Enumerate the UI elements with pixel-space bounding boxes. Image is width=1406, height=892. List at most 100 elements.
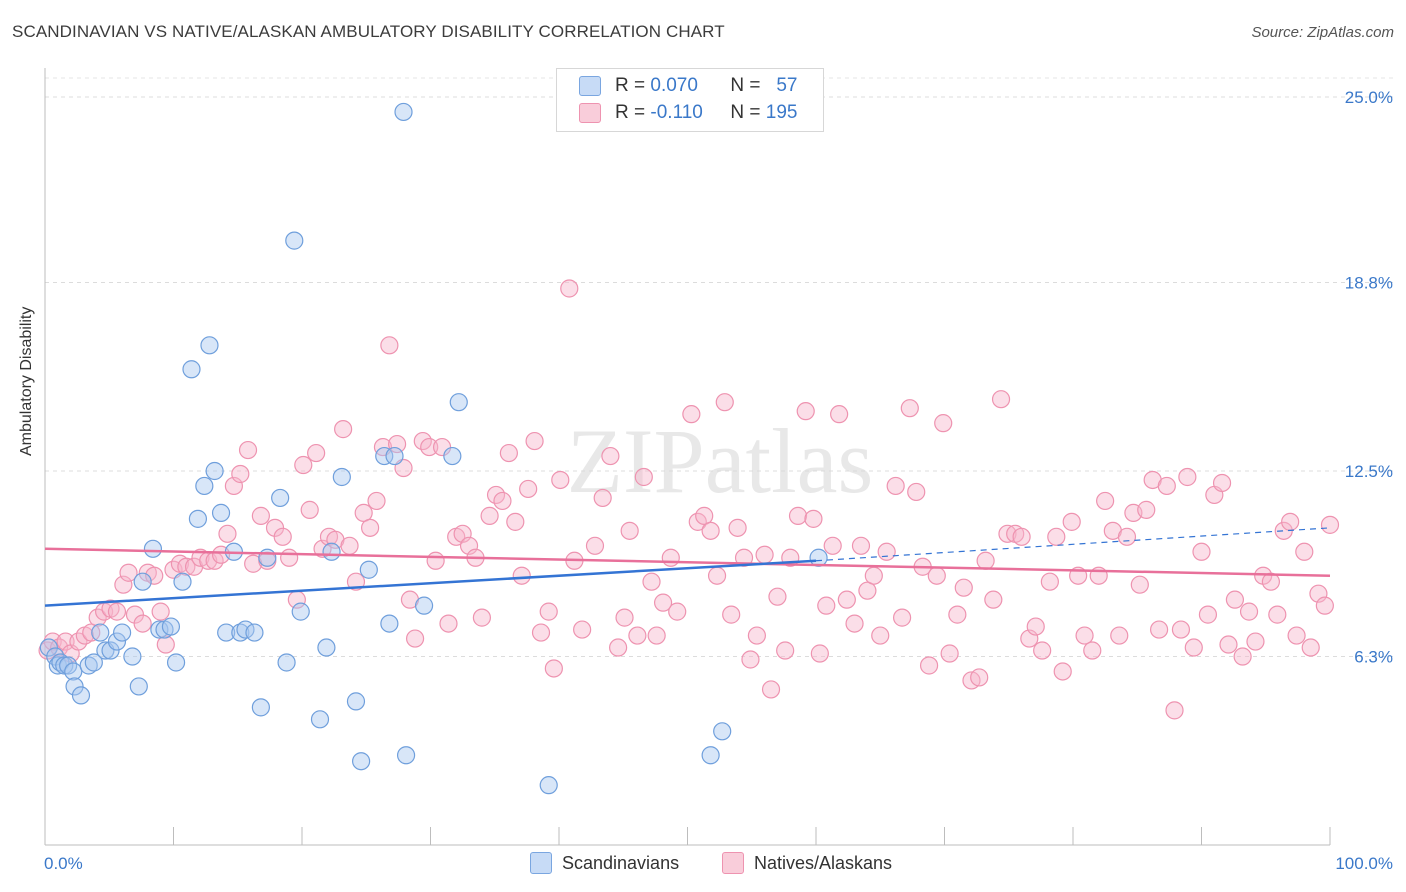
data-point-natives: [1320, 515, 1340, 534]
data-point-scandinavians: [231, 623, 250, 642]
data-point-natives: [1012, 527, 1031, 546]
data-point-natives: [354, 503, 373, 522]
data-point-natives: [892, 608, 912, 627]
data-point-scandinavians: [211, 503, 231, 522]
data-point-scandinavians: [352, 752, 371, 771]
data-point-scandinavians: [65, 677, 84, 696]
data-point-scandinavians: [91, 623, 110, 642]
legend-swatch-pink: [579, 103, 601, 123]
data-point-natives: [647, 626, 666, 645]
data-point-natives: [107, 602, 127, 621]
bottom-legend-natives: Natives/Alaskans: [722, 852, 892, 874]
bottom-legend-scandinavians: Scandinavians: [530, 852, 679, 874]
data-point-natives: [231, 464, 250, 484]
legend-label: Natives/Alaskans: [754, 852, 893, 873]
data-point-natives: [695, 506, 714, 525]
data-point-natives: [1198, 605, 1218, 624]
data-point-natives: [280, 548, 299, 567]
data-point-scandinavians: [396, 746, 416, 765]
data-point-natives: [634, 467, 653, 487]
data-point-scandinavians: [39, 638, 58, 657]
x-tick-label: 100.0%: [1335, 854, 1393, 873]
data-point-scandinavians: [59, 656, 78, 675]
data-point-natives: [512, 566, 531, 585]
data-point-natives: [1117, 527, 1137, 546]
data-point-natives: [367, 491, 386, 511]
data-point-natives: [682, 405, 701, 424]
legend-label: Scandinavians: [562, 852, 680, 873]
data-point-scandinavians: [101, 641, 120, 660]
data-point-natives: [387, 434, 407, 454]
data-point-natives: [493, 491, 512, 511]
data-point-natives: [871, 626, 890, 645]
n-value: 195: [765, 102, 798, 123]
data-point-scandinavians: [322, 542, 341, 561]
data-point-natives: [1040, 572, 1059, 591]
data-point-natives: [499, 443, 518, 463]
data-point-scandinavians: [166, 653, 186, 672]
r-label: R =: [615, 75, 646, 96]
data-point-scandinavians: [133, 572, 152, 591]
data-point-natives: [539, 602, 558, 621]
data-point-natives: [156, 635, 175, 654]
data-point-natives: [1225, 590, 1245, 609]
data-point-natives: [151, 602, 170, 621]
data-point-natives: [238, 440, 258, 460]
data-point-natives: [380, 336, 399, 355]
source-label: Source: ZipAtlas.com: [1251, 24, 1394, 41]
data-point-natives: [1157, 476, 1176, 496]
n-label: N =: [730, 75, 761, 96]
data-point-scandinavians: [258, 548, 277, 567]
trend-lines: [44, 527, 1331, 607]
data-point-scandinavians: [205, 461, 224, 481]
trend-line-scandinavians-extension: [815, 527, 1331, 562]
data-point-natives: [934, 414, 953, 433]
data-point-scandinavians: [200, 336, 219, 355]
data-point-scandinavians: [394, 102, 413, 122]
data-point-natives: [900, 399, 919, 418]
data-point-natives: [251, 506, 270, 525]
y-tick-label: 12.5%: [1345, 462, 1393, 481]
x-tick-label: 0.0%: [44, 854, 83, 873]
data-point-natives: [133, 614, 152, 633]
data-point-scandinavians: [173, 572, 192, 591]
data-point-natives: [1192, 542, 1211, 561]
data-point-natives: [734, 548, 754, 567]
data-point-natives: [1047, 527, 1066, 546]
data-point-scandinavians: [346, 692, 366, 711]
data-point-natives: [119, 563, 138, 582]
data-point-natives: [480, 506, 499, 525]
data-point-natives: [940, 644, 959, 663]
data-point-scandinavians: [182, 360, 201, 379]
data-point-natives: [340, 536, 359, 555]
data-point-natives: [907, 482, 926, 502]
data-point-natives: [114, 575, 133, 594]
data-point-scandinavians: [385, 446, 404, 466]
y-tick-label: 25.0%: [1345, 88, 1393, 107]
data-point-natives: [1281, 512, 1300, 531]
legend-swatch-blue: [530, 852, 552, 874]
stats-legend: R = 0.070 N = 57 R = -0.110 N = 195: [556, 68, 824, 132]
data-point-scandinavians: [332, 467, 351, 487]
data-point-scandinavians: [277, 653, 296, 672]
data-point-scandinavians: [380, 614, 399, 633]
legend-row-scandinavians: R = 0.070 N = 57: [579, 73, 797, 99]
data-point-natives: [701, 521, 720, 540]
data-point-natives: [1246, 632, 1265, 651]
data-point-natives: [810, 644, 829, 663]
data-point-natives: [1137, 500, 1156, 519]
data-point-natives: [573, 620, 592, 639]
data-point-natives: [886, 476, 905, 496]
data-point-natives: [361, 518, 380, 537]
data-point-natives: [307, 443, 326, 463]
data-point-natives: [145, 566, 164, 585]
data-point-natives: [560, 279, 579, 298]
data-point-natives: [851, 536, 871, 555]
data-point-scandinavians: [271, 488, 290, 508]
data-point-natives: [653, 593, 673, 612]
data-point-natives: [728, 518, 747, 537]
data-point-natives: [796, 402, 815, 421]
data-point-natives: [1033, 641, 1052, 660]
data-point-natives: [1219, 635, 1238, 654]
